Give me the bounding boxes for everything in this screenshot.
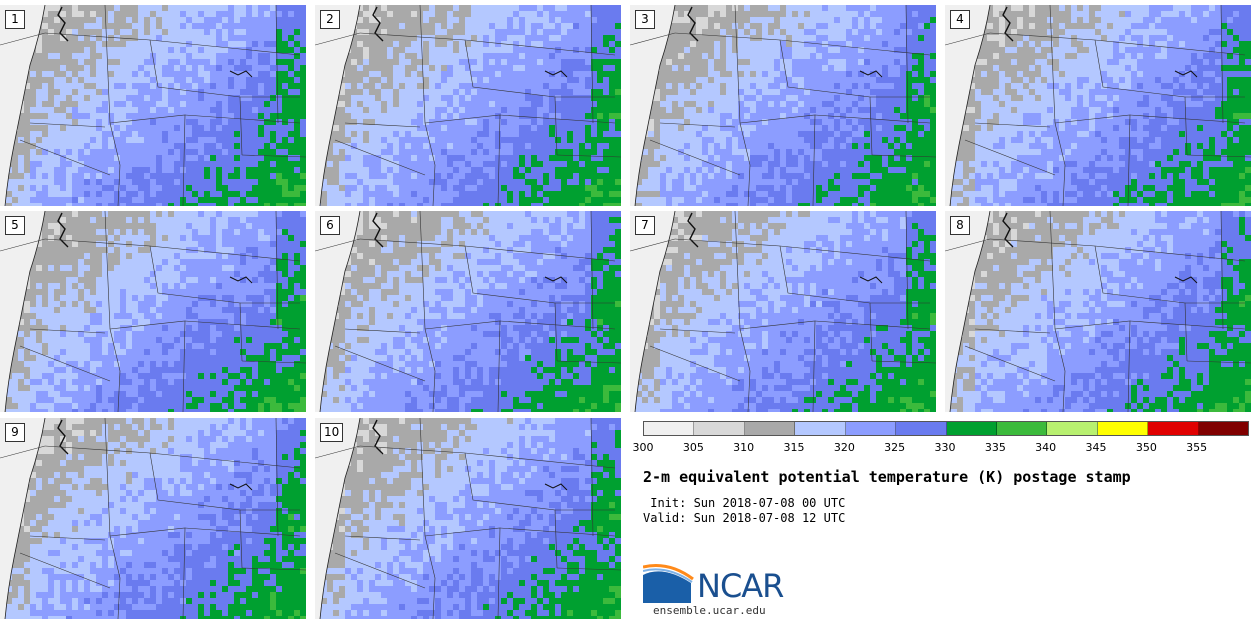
equivalent-potential-temperature-map	[630, 5, 936, 206]
ensemble-member-panel: 6	[315, 211, 621, 412]
init-time: Init: Sun 2018-07-08 00 UTC	[643, 496, 846, 510]
equivalent-potential-temperature-map	[630, 211, 936, 412]
ensemble-member-panel: 7	[630, 211, 936, 412]
member-number-label: 1	[5, 10, 25, 29]
colorbar-tick-label: 340	[1035, 441, 1057, 454]
colorbar-tick-label: 325	[884, 441, 906, 454]
colorbar-tick-label: 315	[783, 441, 805, 454]
ncar-logo-icon	[643, 564, 694, 603]
member-number-label: 7	[635, 216, 655, 235]
equivalent-potential-temperature-map	[0, 5, 306, 206]
equivalent-potential-temperature-map	[945, 211, 1251, 412]
ensemble-member-panel: 10	[315, 418, 621, 619]
member-number-label: 6	[320, 216, 340, 235]
colorbar-swatch	[694, 422, 745, 435]
equivalent-potential-temperature-map	[315, 5, 621, 206]
colorbar-swatch	[1198, 422, 1249, 435]
colorbar-tick-label: 330	[934, 441, 956, 454]
colorbar	[643, 421, 1249, 436]
ensemble-member-panel: 2	[315, 5, 621, 206]
colorbar-swatch	[1148, 422, 1199, 435]
colorbar-swatch	[744, 422, 796, 435]
logo-wordmark: NCAR	[697, 567, 784, 605]
colorbar-tick-label: 355	[1186, 441, 1208, 454]
equivalent-potential-temperature-map	[315, 418, 621, 619]
ensemble-member-panel: 3	[630, 5, 936, 206]
equivalent-potential-temperature-map	[0, 418, 306, 619]
colorbar-tick-label: 345	[1085, 441, 1107, 454]
colorbar-tick-label: 320	[833, 441, 855, 454]
equivalent-potential-temperature-map	[945, 5, 1251, 206]
equivalent-potential-temperature-map	[315, 211, 621, 412]
logo-url: ensemble.ucar.edu	[653, 604, 766, 617]
colorbar-tick-label: 310	[733, 441, 755, 454]
member-number-label: 8	[950, 216, 970, 235]
member-number-label: 9	[5, 423, 25, 442]
ensemble-member-panel: 5	[0, 211, 306, 412]
colorbar-swatch	[845, 422, 897, 435]
member-number-label: 2	[320, 10, 340, 29]
valid-time: Valid: Sun 2018-07-08 12 UTC	[643, 511, 846, 525]
ensemble-member-panel: 9	[0, 418, 306, 619]
colorbar-swatch	[1097, 422, 1149, 435]
ensemble-member-panel: 4	[945, 5, 1251, 206]
member-number-label: 3	[635, 10, 655, 29]
colorbar-swatch	[946, 422, 997, 435]
colorbar-swatch	[644, 422, 695, 435]
member-number-label: 5	[5, 216, 25, 235]
colorbar-tick-label: 335	[984, 441, 1006, 454]
colorbar-tick-label: 350	[1135, 441, 1157, 454]
member-number-label: 10	[320, 423, 344, 442]
figure-title: 2-m equivalent potential temperature (K)…	[643, 468, 1131, 486]
colorbar-swatch	[1047, 422, 1098, 435]
colorbar-tick-label: 305	[682, 441, 704, 454]
colorbar-tick-label: 300	[632, 441, 654, 454]
member-number-label: 4	[950, 10, 970, 29]
colorbar-swatch	[996, 422, 1048, 435]
ensemble-member-panel: 8	[945, 211, 1251, 412]
equivalent-potential-temperature-map	[0, 211, 306, 412]
colorbar-swatch	[896, 422, 947, 435]
colorbar-swatch	[795, 422, 846, 435]
ensemble-member-panel: 1	[0, 5, 306, 206]
